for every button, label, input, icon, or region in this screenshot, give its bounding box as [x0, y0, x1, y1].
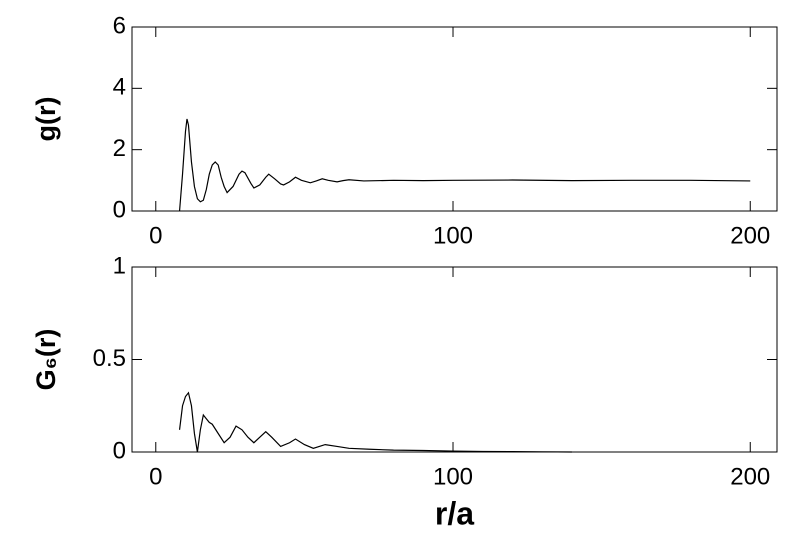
x-axis-label: r/a [435, 495, 474, 531]
y-axis-label: G₆(r) [31, 329, 61, 391]
y-tick-label: 0 [113, 196, 126, 223]
y-tick-label: 1 [113, 252, 126, 279]
y-tick-label: 6 [113, 12, 126, 39]
x-tick-label: 200 [730, 222, 770, 249]
y-tick-label: 0 [113, 437, 126, 464]
x-tick-label: 100 [433, 222, 473, 249]
x-tick-label: 100 [433, 463, 473, 490]
x-tick-label: 200 [730, 463, 770, 490]
y-axis-label: g(r) [31, 97, 61, 142]
plot-frame [131, 266, 778, 453]
y-tick-label: 4 [113, 74, 126, 101]
plot-frame [131, 26, 778, 212]
x-tick-label: 0 [149, 463, 162, 490]
y-tick-label: 0.5 [93, 345, 126, 372]
data-line [178, 391, 572, 453]
data-line [178, 118, 751, 212]
y-tick-label: 2 [113, 135, 126, 162]
x-tick-label: 0 [149, 222, 162, 249]
